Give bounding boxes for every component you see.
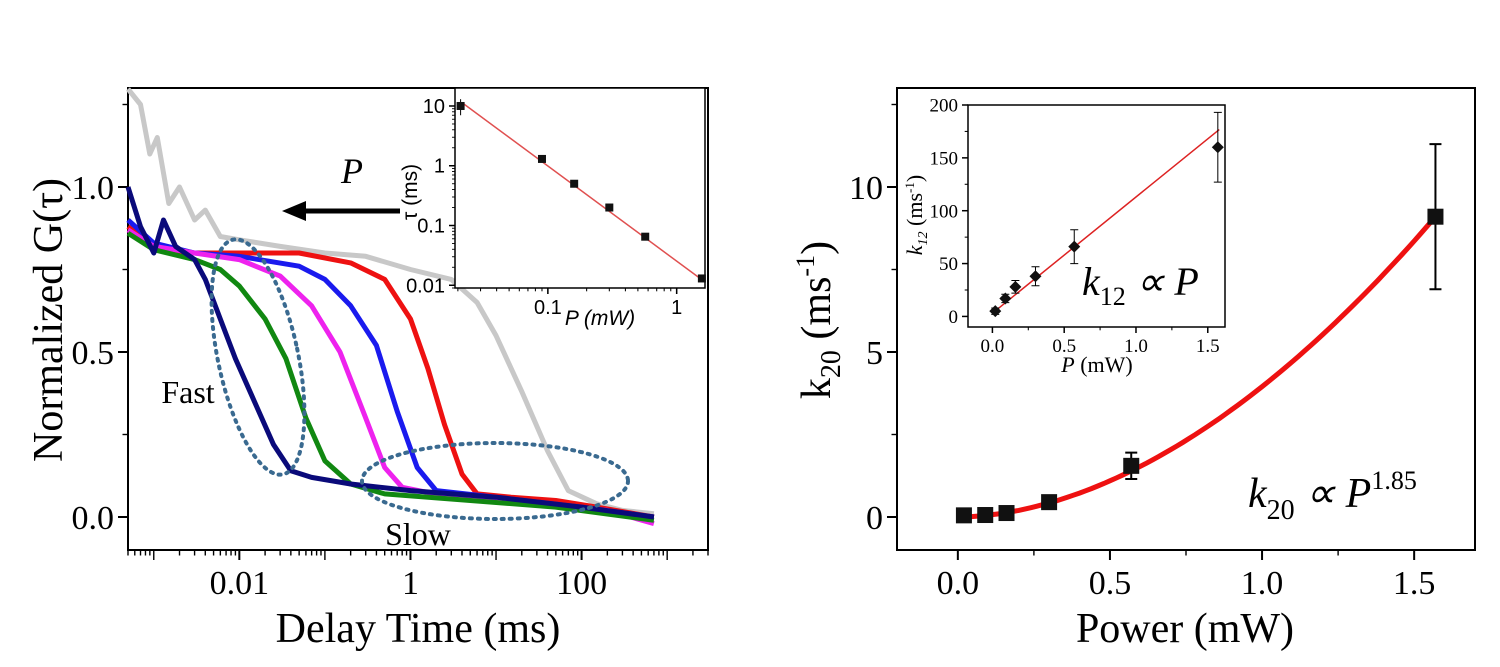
x-tick-label: 1 — [402, 565, 419, 602]
inset-tau-y-axis-label: τ (ms) — [399, 164, 422, 220]
data-point — [989, 305, 1002, 318]
slow-label: Slow — [385, 516, 451, 552]
inset-tau-x-axis-label: P (mW) — [565, 307, 635, 330]
k20-power-law-annotation: k20 ∝ P1.85 — [1248, 466, 1417, 526]
data-point — [605, 203, 614, 212]
k12-vs-power-inset: 0.0 0.5 1.0 1.5 0 50 100 150 200 — [930, 96, 1226, 357]
x-tick-label: 0.5 — [1089, 565, 1132, 602]
y-tick-label: 1.0 — [72, 170, 115, 207]
y-tick-label: 0.0 — [72, 500, 115, 537]
y-tick-label: 0.1 — [417, 216, 445, 238]
x-tick-label: 0.01 — [210, 565, 270, 602]
y-tick-label: 0 — [949, 307, 959, 328]
y-tick-label: 50 — [939, 254, 958, 275]
data-point — [1211, 141, 1224, 154]
data-point — [1123, 457, 1140, 474]
data-point — [1068, 240, 1081, 253]
x-tick-label: 0.5 — [1052, 336, 1076, 357]
data-point — [697, 274, 706, 283]
inset-k12-x-axis-label: P (mW) — [1060, 352, 1132, 377]
y-tick-label: 0.5 — [72, 335, 115, 372]
y-tick-label: 0 — [866, 500, 883, 537]
y-tick-label: 10 — [849, 170, 883, 207]
data-point — [977, 507, 994, 524]
data-point — [456, 101, 465, 110]
data-point — [998, 505, 1015, 522]
x-tick-label: 0.0 — [981, 336, 1005, 357]
right-y-axis-label: k20 (ms-1) — [791, 241, 847, 399]
fit-line — [462, 102, 704, 282]
y-tick-label: 100 — [930, 201, 959, 222]
fast-label: Fast — [161, 374, 214, 410]
left-x-axis-label: Delay Time (ms) — [276, 606, 561, 652]
plot-frame — [454, 87, 706, 289]
slow-region-ellipse — [360, 441, 630, 521]
data-point — [1009, 280, 1022, 293]
x-tick-label: 1.0 — [1124, 336, 1148, 357]
y-tick-label: 200 — [930, 96, 959, 117]
y-tick-label: 5 — [866, 335, 883, 372]
x-tick-label: 1 — [671, 297, 682, 319]
y-tick-label: 0.01 — [406, 275, 445, 297]
y-tick-label: 1 — [434, 156, 445, 178]
y-tick-label: 150 — [930, 149, 959, 170]
data-point — [1029, 270, 1042, 283]
data-point — [537, 154, 546, 163]
k12-proportional-annotation: k12 ∝ P — [1082, 259, 1199, 311]
power-arrow — [282, 201, 400, 221]
fit-line — [994, 128, 1220, 312]
series-line-0 — [126, 87, 655, 517]
tau-vs-power-inset: 0.1 1 0.01 0.1 1 10 — [406, 87, 706, 319]
data-point — [955, 507, 972, 524]
x-tick-label: 1.5 — [1196, 336, 1220, 357]
arrow-label-p: P — [340, 151, 363, 191]
series-line-4 — [126, 231, 655, 523]
data-point — [1041, 494, 1058, 511]
x-tick-label: 1.5 — [1393, 565, 1436, 602]
series-line-5 — [125, 186, 655, 520]
x-tick-label: 0.0 — [937, 565, 980, 602]
data-point — [999, 292, 1012, 305]
data-point — [641, 232, 650, 241]
inset-k12-y-axis-label: k12 (ms-1) — [902, 175, 931, 255]
fast-region-ellipse — [209, 237, 307, 477]
data-point — [1427, 208, 1444, 225]
plot-frame — [967, 104, 1226, 328]
y-tick-label: 10 — [423, 96, 445, 118]
left-y-axis-label: Normalized G(τ) — [26, 178, 72, 462]
x-tick-label: 0.1 — [534, 297, 562, 319]
x-tick-label: 100 — [556, 565, 607, 602]
data-point — [570, 179, 579, 188]
x-tick-label: 1.0 — [1241, 565, 1284, 602]
right-x-axis-label: Power (mW) — [1076, 606, 1294, 652]
